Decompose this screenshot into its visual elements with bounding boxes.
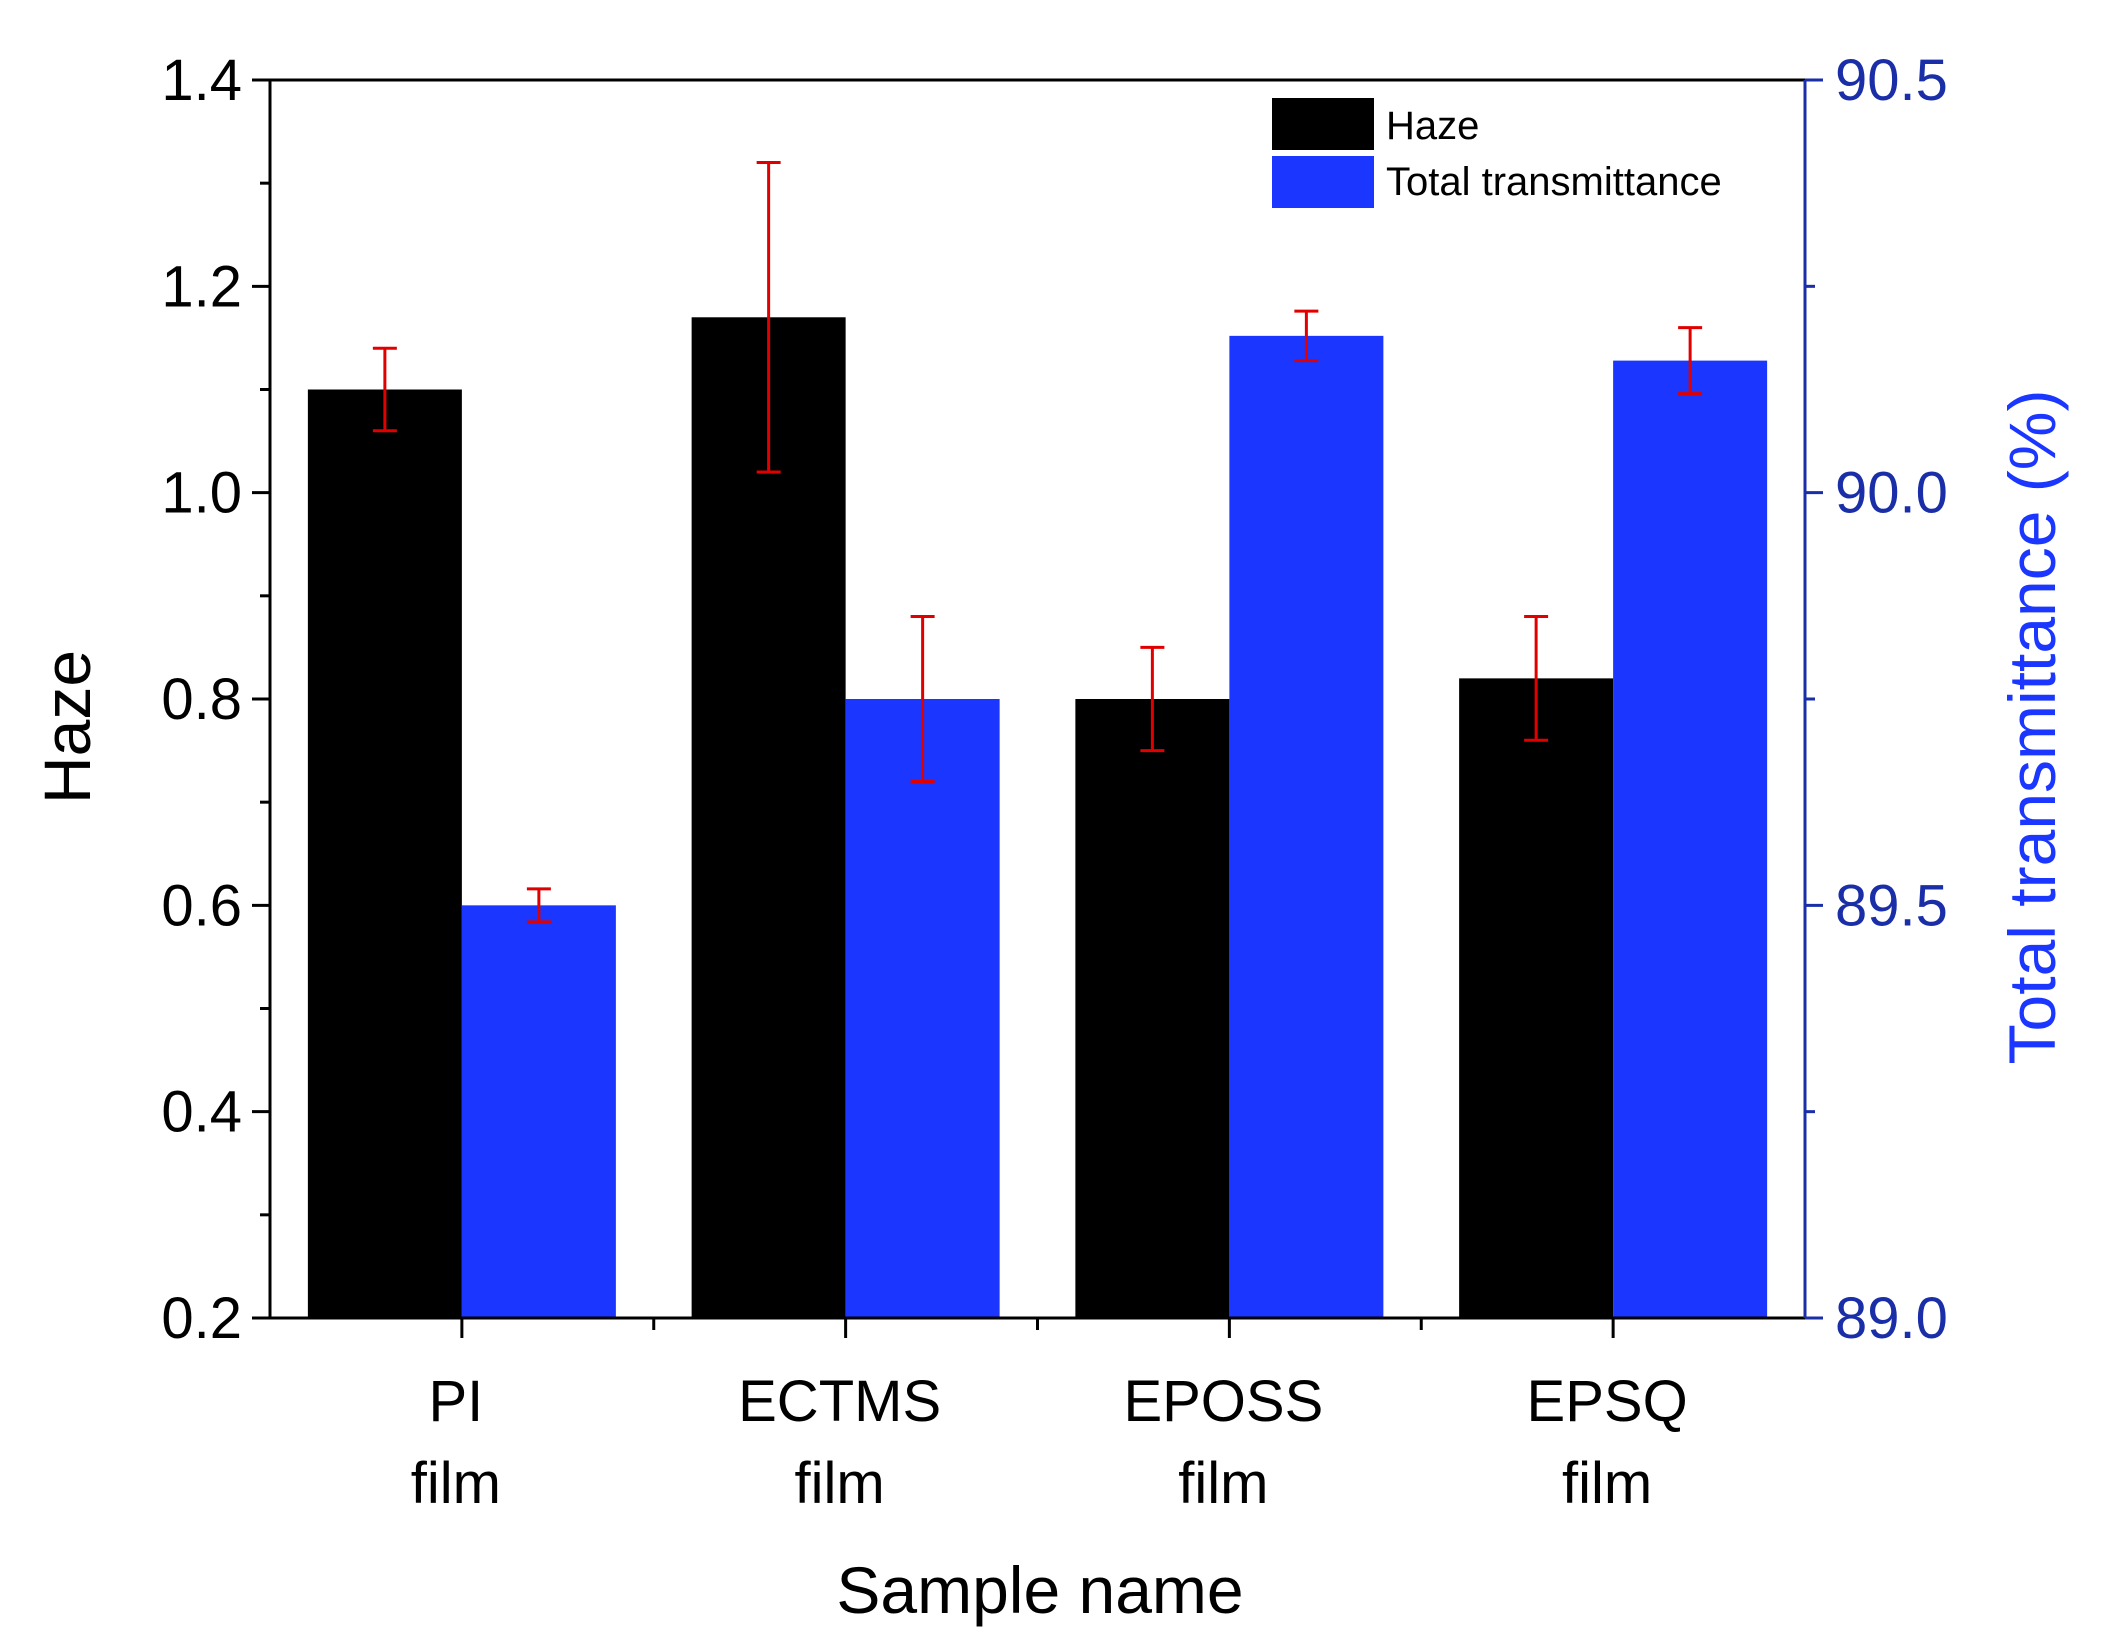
- error-bar-haze-3: [1524, 614, 1549, 742]
- bar-total-transmittance-1: [845, 699, 1000, 1318]
- bar-total-transmittance-3: [1613, 360, 1768, 1318]
- bars-layer: [307, 317, 1768, 1318]
- y-tick-label: 0.6: [161, 873, 242, 938]
- y2-axis-title: Total transmittance (%): [1995, 390, 2069, 1065]
- bar-haze-3: [1459, 678, 1614, 1318]
- error-bar-total-transmittance-2: [1294, 309, 1319, 363]
- x-tick-label-line2: film: [411, 1451, 501, 1516]
- legend-swatch-total-transmittance: [1272, 156, 1374, 208]
- bar-haze-0: [307, 389, 462, 1318]
- error-bar-haze-0: [372, 346, 397, 433]
- x-tick-label-line2: film: [1562, 1451, 1652, 1516]
- x-tick-label-line2: film: [1178, 1451, 1268, 1516]
- legend: Haze Total transmittance: [1272, 98, 1722, 208]
- bar-total-transmittance-2: [1229, 335, 1384, 1318]
- bar-haze-2: [1075, 699, 1230, 1318]
- y2-tick-label: 90.5: [1835, 48, 1948, 113]
- error-bars-layer: [372, 161, 1703, 924]
- y-tick-label: 0.4: [161, 1080, 242, 1145]
- x-axis-title: Sample name: [836, 1553, 1243, 1627]
- y-tick-label: 1.0: [161, 461, 242, 526]
- x-tick-label: ECTMS: [738, 1369, 941, 1434]
- y2-tick-label: 89.5: [1835, 873, 1948, 938]
- y-axis-title: Haze: [30, 650, 104, 804]
- error-bar-haze-1: [756, 161, 781, 474]
- error-bar-haze-2: [1140, 645, 1165, 753]
- error-bar-total-transmittance-1: [910, 614, 935, 784]
- legend-swatch-haze: [1272, 98, 1374, 150]
- bar-haze-1: [691, 317, 846, 1318]
- y2-tick-label: 89.0: [1835, 1286, 1948, 1351]
- y-tick-label: 0.2: [161, 1286, 242, 1351]
- y2-tick-label: 90.0: [1835, 461, 1948, 526]
- bar-total-transmittance-0: [461, 905, 616, 1318]
- y-tick-label: 1.2: [161, 254, 242, 319]
- x-tick-label: EPSQ: [1527, 1369, 1688, 1434]
- y-tick-label: 1.4: [161, 48, 242, 113]
- x-tick-label-line2: film: [795, 1451, 885, 1516]
- legend-label-total-transmittance: Total transmittance: [1386, 160, 1722, 204]
- y-tick-label: 0.8: [161, 667, 242, 732]
- error-bar-total-transmittance-0: [526, 887, 551, 924]
- error-bar-total-transmittance-3: [1678, 326, 1703, 396]
- legend-label-haze: Haze: [1386, 104, 1479, 148]
- x-tick-label: PI: [428, 1369, 483, 1434]
- x-tick-label: EPOSS: [1123, 1369, 1323, 1434]
- axes-layer: 0.2 0.4 0.6 0.8 1.0 1.2 1.4 89.0 89.5 90.0 90.5 PI f…: [161, 48, 1948, 1516]
